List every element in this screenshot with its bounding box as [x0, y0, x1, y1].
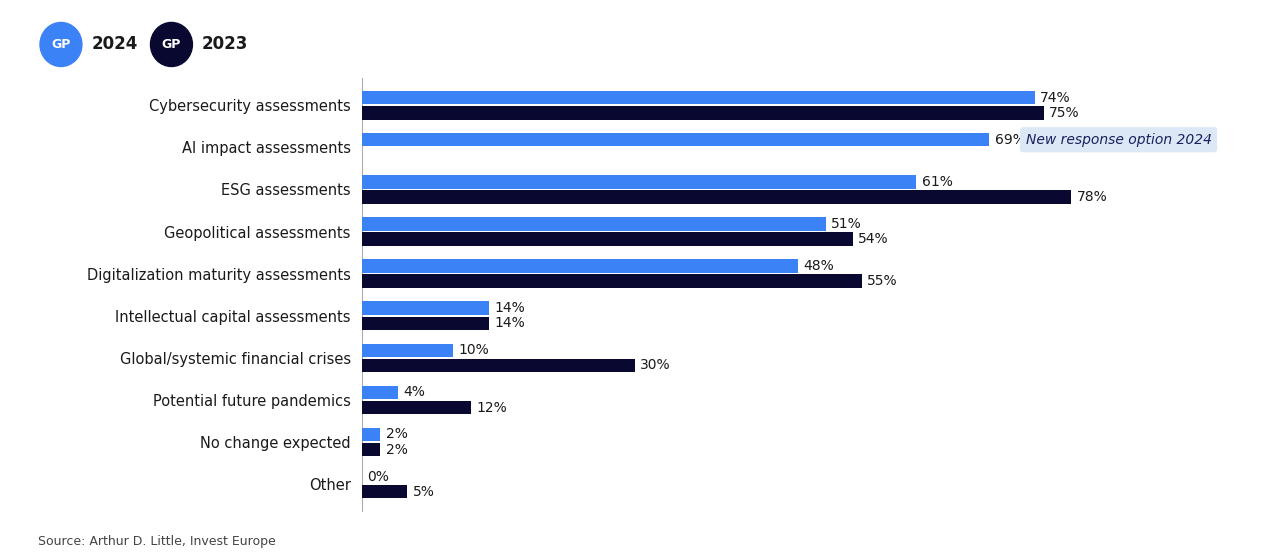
Text: 2024: 2024	[91, 36, 138, 53]
Bar	[362, 217, 826, 231]
Text: GP: GP	[51, 38, 71, 51]
Bar	[362, 485, 408, 499]
Bar	[362, 259, 799, 273]
Text: 0%: 0%	[367, 470, 390, 484]
Text: GP: GP	[161, 38, 182, 51]
Text: 14%: 14%	[495, 316, 526, 330]
Text: 2%: 2%	[386, 443, 408, 456]
Ellipse shape	[150, 22, 192, 67]
Bar	[362, 359, 635, 372]
Text: Source: Arthur D. Little, Invest Europe: Source: Arthur D. Little, Invest Europe	[38, 535, 276, 548]
Bar	[362, 275, 862, 288]
Text: 2023: 2023	[202, 36, 249, 53]
Bar	[362, 386, 399, 399]
Text: 54%: 54%	[859, 232, 889, 246]
Text: 2%: 2%	[386, 428, 408, 441]
Text: 5%: 5%	[413, 485, 434, 499]
Text: 4%: 4%	[404, 385, 425, 399]
Text: New response option 2024: New response option 2024	[1026, 133, 1212, 147]
Text: 10%: 10%	[458, 343, 489, 358]
Text: 30%: 30%	[640, 359, 671, 373]
Bar	[362, 175, 917, 188]
Text: 12%: 12%	[476, 400, 507, 415]
Text: 48%: 48%	[804, 259, 834, 273]
Bar	[362, 401, 471, 414]
Text: 55%: 55%	[867, 274, 898, 288]
Bar	[362, 232, 853, 246]
Bar	[362, 428, 380, 441]
Text: 61%: 61%	[922, 175, 952, 189]
Text: 14%: 14%	[495, 301, 526, 315]
Text: 78%: 78%	[1077, 190, 1107, 204]
Bar	[362, 344, 453, 357]
Ellipse shape	[39, 22, 81, 67]
Bar	[362, 301, 489, 315]
Text: 69%: 69%	[994, 133, 1026, 147]
Bar	[362, 443, 380, 456]
Bar	[362, 91, 1035, 105]
Bar	[362, 133, 989, 146]
Bar	[362, 190, 1071, 203]
Text: 74%: 74%	[1040, 91, 1071, 105]
Bar	[362, 106, 1044, 120]
Text: 75%: 75%	[1049, 106, 1080, 120]
Text: 51%: 51%	[831, 217, 862, 231]
Bar	[362, 316, 489, 330]
